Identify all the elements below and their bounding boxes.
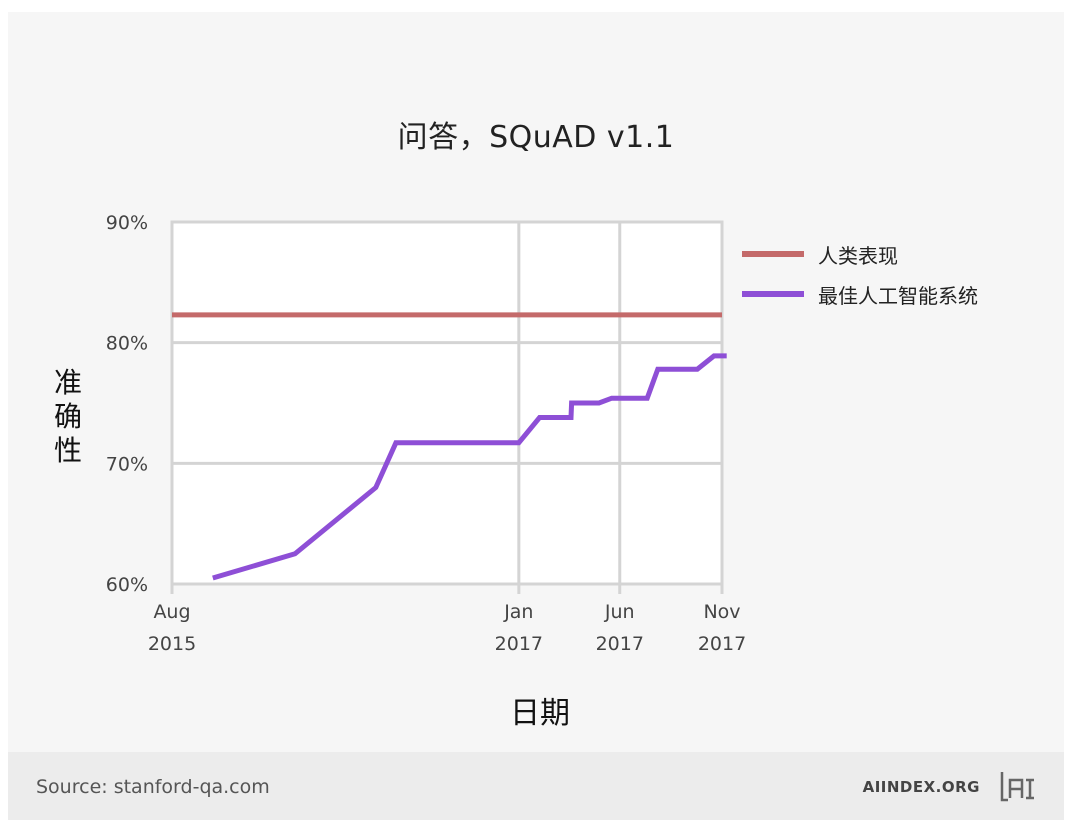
y-tick-label: 90% (106, 212, 148, 234)
x-tick-year: 2017 (698, 633, 746, 655)
brand-text: AIINDEX.ORG (862, 778, 980, 796)
y-tick-label: 80% (106, 333, 148, 355)
legend-label-ai: 最佳人工智能系统 (818, 283, 978, 308)
y-axis-label: 准 确 性 (53, 366, 82, 467)
series-line-1 (212, 353, 727, 581)
y-tick-label: 60% (106, 574, 148, 596)
y-tick-label: 70% (106, 453, 148, 475)
series-lines (172, 312, 727, 581)
x-tick-month: Aug (153, 601, 190, 623)
x-tick-year: 2017 (495, 633, 543, 655)
x-tick-month: Jun (604, 601, 635, 623)
x-tick-month: Jan (503, 601, 533, 623)
legend-label-human: 人类表现 (818, 243, 898, 268)
legend-item-ai: 最佳人工智能系统 (742, 274, 978, 314)
source-text: Source: stanford-qa.com (36, 776, 270, 798)
plot-area (170, 220, 724, 586)
grid (170, 220, 724, 594)
y-tick-labels: 60% 70% 80% 90% (106, 212, 148, 596)
legend: 人类表现 最佳人工智能系统 (742, 234, 978, 314)
ai-logo-icon (1000, 772, 1034, 802)
legend-swatch-human (742, 251, 804, 257)
chart-title: 问答，SQuAD v1.1 (397, 120, 675, 155)
x-tick-year: 2017 (596, 633, 644, 655)
x-axis-label: 日期 (510, 696, 570, 731)
x-tick-year: 2015 (148, 633, 196, 655)
legend-swatch-ai (742, 291, 804, 297)
footer: Source: stanford-qa.com AIINDEX.ORG (8, 752, 1064, 820)
legend-item-human: 人类表现 (742, 234, 978, 274)
x-tick-month: Nov (703, 601, 740, 623)
x-tick-labels: Aug 2015 Jan 2017 Jun 2017 Nov 2017 (148, 601, 746, 655)
